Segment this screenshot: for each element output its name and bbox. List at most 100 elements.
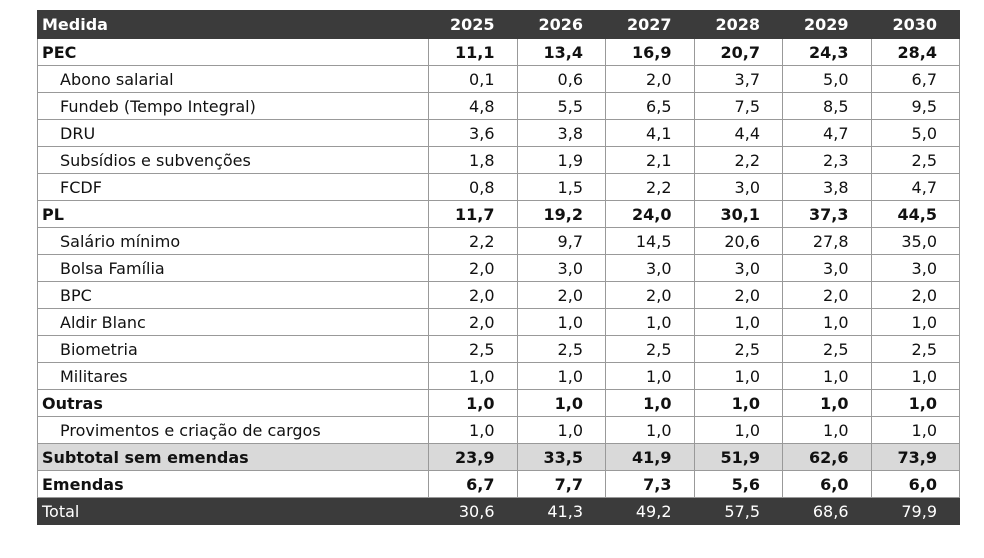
value-cell: 1,0 (516, 308, 606, 336)
table-row: DRU 3,6 3,8 4,1 4,4 4,7 5,0 (37, 119, 960, 147)
header-cell: 2026 (516, 10, 606, 39)
value-cell: 4,7 (782, 119, 872, 147)
value-cell: 1,0 (516, 362, 606, 390)
value-cell: 5,0 (782, 65, 872, 93)
value-cell: 49,2 (605, 497, 695, 525)
row-label: Bolsa Família (37, 254, 429, 282)
value-cell: 3,0 (693, 173, 783, 201)
value-cell: 1,0 (516, 416, 606, 444)
value-cell: 1,9 (516, 146, 606, 174)
table-row: Outras 1,0 1,0 1,0 1,0 1,0 1,0 (37, 389, 960, 417)
table-row: PEC 11,1 13,4 16,9 20,7 24,3 28,4 (37, 38, 960, 66)
table-row: Militares 1,0 1,0 1,0 1,0 1,0 1,0 (37, 362, 960, 390)
value-cell: 3,0 (870, 254, 960, 282)
value-cell: 2,1 (605, 146, 695, 174)
value-cell: 7,3 (605, 470, 695, 498)
value-cell: 2,0 (605, 281, 695, 309)
value-cell: 1,0 (693, 389, 783, 417)
row-label: Subsídios e subvenções (37, 146, 429, 174)
row-label: Emendas (37, 470, 429, 498)
header-cell: 2027 (605, 10, 695, 39)
value-cell: 14,5 (605, 227, 695, 255)
row-label: Biometria (37, 335, 429, 363)
value-cell: 2,0 (782, 281, 872, 309)
value-cell: 11,7 (428, 200, 518, 228)
value-cell: 3,8 (516, 119, 606, 147)
value-cell: 3,6 (428, 119, 518, 147)
header-cell: 2029 (782, 10, 872, 39)
value-cell: 2,5 (605, 335, 695, 363)
value-cell: 3,0 (516, 254, 606, 282)
value-cell: 3,0 (605, 254, 695, 282)
value-cell: 1,0 (693, 308, 783, 336)
value-cell: 1,0 (605, 389, 695, 417)
value-cell: 6,7 (870, 65, 960, 93)
value-cell: 4,7 (870, 173, 960, 201)
header-row: Medida 2025 2026 2027 2028 2029 2030 (37, 10, 960, 39)
value-cell: 3,8 (782, 173, 872, 201)
value-cell: 7,7 (516, 470, 606, 498)
value-cell: 2,5 (516, 335, 606, 363)
value-cell: 51,9 (693, 443, 783, 471)
value-cell: 2,5 (870, 146, 960, 174)
value-cell: 6,5 (605, 92, 695, 120)
header-cell: 2025 (428, 10, 518, 39)
value-cell: 1,0 (605, 362, 695, 390)
value-cell: 1,0 (428, 362, 518, 390)
value-cell: 4,8 (428, 92, 518, 120)
value-cell: 9,7 (516, 227, 606, 255)
value-cell: 20,7 (693, 38, 783, 66)
value-cell: 2,0 (428, 308, 518, 336)
value-cell: 73,9 (870, 443, 960, 471)
value-cell: 1,0 (870, 416, 960, 444)
table-row: Total 30,6 41,3 49,2 57,5 68,6 79,9 (37, 497, 960, 525)
value-cell: 1,0 (870, 389, 960, 417)
row-label: FCDF (37, 173, 429, 201)
value-cell: 20,6 (693, 227, 783, 255)
value-cell: 30,1 (693, 200, 783, 228)
value-cell: 0,6 (516, 65, 606, 93)
row-label: DRU (37, 119, 429, 147)
value-cell: 1,0 (782, 416, 872, 444)
value-cell: 2,0 (428, 254, 518, 282)
value-cell: 79,9 (870, 497, 960, 525)
value-cell: 23,9 (428, 443, 518, 471)
value-cell: 24,0 (605, 200, 695, 228)
value-cell: 16,9 (605, 38, 695, 66)
value-cell: 7,5 (693, 92, 783, 120)
value-cell: 1,0 (782, 389, 872, 417)
value-cell: 2,0 (693, 281, 783, 309)
value-cell: 2,5 (782, 335, 872, 363)
value-cell: 9,5 (870, 92, 960, 120)
value-cell: 13,4 (516, 38, 606, 66)
value-cell: 3,0 (693, 254, 783, 282)
value-cell: 1,0 (693, 362, 783, 390)
value-cell: 28,4 (870, 38, 960, 66)
value-cell: 3,7 (693, 65, 783, 93)
table-row: Bolsa Família 2,0 3,0 3,0 3,0 3,0 3,0 (37, 254, 960, 282)
value-cell: 68,6 (782, 497, 872, 525)
value-cell: 1,0 (428, 416, 518, 444)
table-row: Provimentos e criação de cargos 1,0 1,0 1,0… (37, 416, 960, 444)
value-cell: 35,0 (870, 227, 960, 255)
row-label: PEC (37, 38, 429, 66)
table-row: Subsídios e subvenções 1,8 1,9 2,1 2,2 2,3 2,5 (37, 146, 960, 174)
header-cell: 2030 (870, 10, 960, 39)
value-cell: 5,6 (693, 470, 783, 498)
value-cell: 41,3 (516, 497, 606, 525)
value-cell: 1,0 (428, 389, 518, 417)
value-cell: 2,5 (428, 335, 518, 363)
value-cell: 2,2 (428, 227, 518, 255)
table-row: Aldir Blanc 2,0 1,0 1,0 1,0 1,0 1,0 (37, 308, 960, 336)
row-label: BPC (37, 281, 429, 309)
value-cell: 0,1 (428, 65, 518, 93)
row-label: PL (37, 200, 429, 228)
table-row: BPC 2,0 2,0 2,0 2,0 2,0 2,0 (37, 281, 960, 309)
header-cell: 2028 (693, 10, 783, 39)
value-cell: 4,1 (605, 119, 695, 147)
row-label: Abono salarial (37, 65, 429, 93)
value-cell: 2,0 (516, 281, 606, 309)
value-cell: 44,5 (870, 200, 960, 228)
row-label: Total (37, 497, 429, 525)
